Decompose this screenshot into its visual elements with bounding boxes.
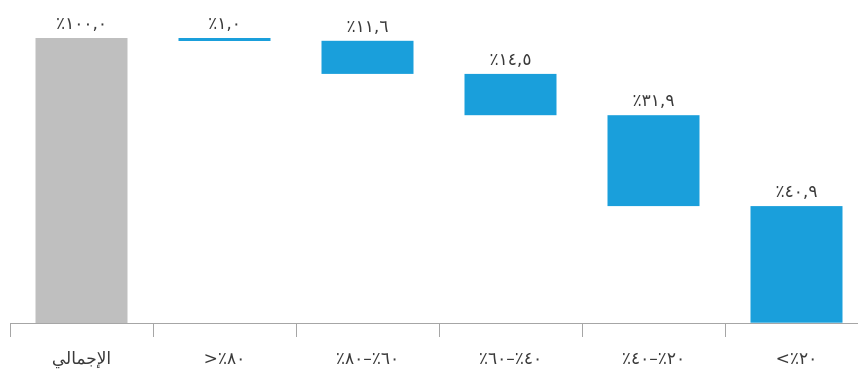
value-label-4: ٪٣١,٩ [633, 91, 675, 111]
value-label-3: ٪١٤,٥ [490, 50, 532, 70]
value-label-0: ٪١٠٠,٠ [56, 14, 107, 34]
category-label-3: ٤٠٪–٦٠٪ [479, 349, 542, 369]
x-axis [10, 323, 858, 337]
bars-layer [35, 38, 843, 323]
bar-step-1 [178, 38, 271, 41]
value-label-1: ٪١,٠ [208, 14, 241, 34]
category-label-5: ٢٠٪> [776, 349, 818, 369]
category-label-2: ٦٠٪–٨٠٪ [336, 349, 399, 369]
category-label-1: ٨٠٪< [204, 349, 246, 369]
value-label-5: ٪٤٠,٩ [776, 182, 818, 202]
value-label-2: ٪١١,٦ [347, 17, 389, 37]
bar-step-4 [607, 115, 700, 207]
bar-step-2 [321, 40, 414, 74]
bar-total [35, 38, 128, 323]
category-label-0: الإجمالي [52, 349, 111, 369]
bar-step-5 [750, 206, 843, 323]
value-labels-layer: ٪١٠٠,٠ ٪١,٠ ٪١١,٦ ٪١٤,٥ ٪٣١,٩ ٪٤٠,٩ [56, 14, 818, 202]
category-label-4: ٢٠٪–٤٠٪ [622, 349, 685, 369]
bar-step-3 [464, 73, 557, 116]
category-labels-layer: الإجمالي ٨٠٪< ٦٠٪–٨٠٪ ٤٠٪–٦٠٪ ٢٠٪–٤٠٪ ٢٠٪> [52, 349, 817, 369]
